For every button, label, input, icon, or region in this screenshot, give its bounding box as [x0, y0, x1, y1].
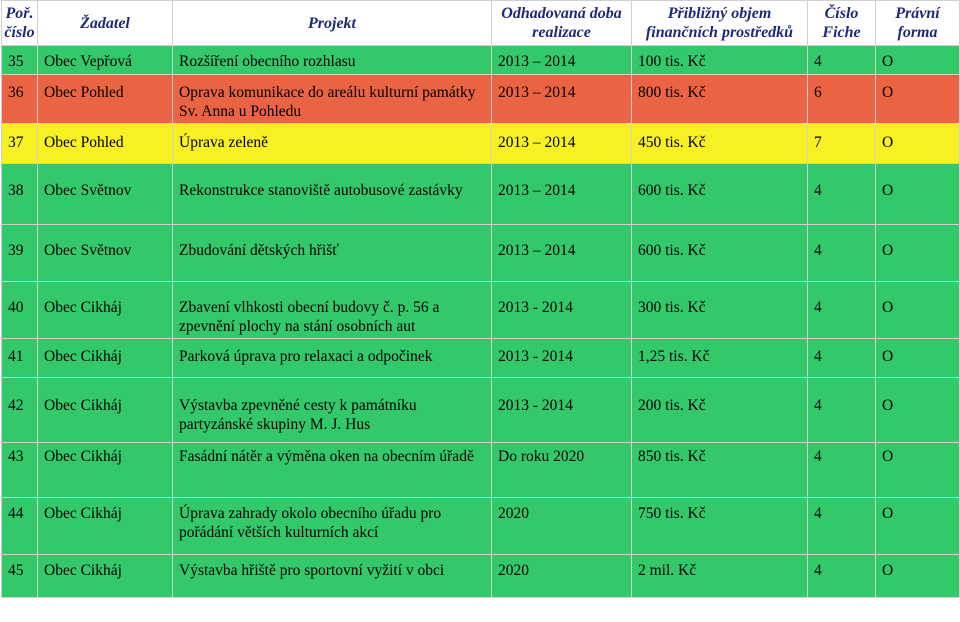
cell-number: 42 [1, 377, 38, 443]
cell-fiche: 7 [807, 123, 876, 164]
cell-project: Rozšíření obecního rozhlasu [172, 45, 492, 75]
cell-number: 45 [1, 554, 38, 598]
cell-form: O [875, 123, 960, 164]
cell-form: O [875, 338, 960, 378]
cell-time: 2013 – 2014 [491, 74, 632, 124]
cell-time: 2020 [491, 497, 632, 555]
cell-time: 2013 – 2014 [491, 224, 632, 282]
cell-project: Parková úprava pro relaxaci a odpočinek [172, 338, 492, 378]
cell-fiche: 6 [807, 74, 876, 124]
table-row: 35 Obec Vepřová Rozšíření obecního rozhlas… [1, 45, 960, 75]
cell-time: 2020 [491, 554, 632, 598]
cell-number: 43 [1, 442, 38, 498]
cell-budget: 750 tis. Kč [631, 497, 808, 555]
cell-form: O [875, 281, 960, 339]
cell-number: 35 [1, 45, 38, 75]
cell-project: Úprava zeleně [172, 123, 492, 164]
table-row: 44 Obec Cikháj Úprava zahrady okolo obecní… [1, 497, 960, 555]
cell-form: O [875, 442, 960, 498]
table-row: 42 Obec Cikháj Výstavba zpevněné cesty k p… [1, 377, 960, 443]
table-header-row: Poř. číslo Žadatel Projekt Odhadovaná do… [1, 0, 960, 46]
cell-budget: 850 tis. Kč [631, 442, 808, 498]
header-budget: Přibližný objem finančních prostředků [631, 0, 808, 46]
cell-applicant: Obec Světnov [37, 163, 173, 225]
cell-number: 36 [1, 74, 38, 124]
cell-number: 41 [1, 338, 38, 378]
table-row: 36 Obec Pohled Oprava komunikace do areálu… [1, 74, 960, 124]
cell-form: O [875, 377, 960, 443]
cell-fiche: 4 [807, 224, 876, 282]
cell-project: Oprava komunikace do areálu kulturní pam… [172, 74, 492, 124]
table-row: 45 Obec Cikháj Výstavba hřiště pro sportov… [1, 554, 960, 598]
cell-project: Rekonstrukce stanoviště autobusové zastá… [172, 163, 492, 225]
cell-number: 39 [1, 224, 38, 282]
cell-number: 37 [1, 123, 38, 164]
cell-applicant: Obec Světnov [37, 224, 173, 282]
cell-project: Výstavba hřiště pro sportovní vyžití v o… [172, 554, 492, 598]
cell-budget: 600 tis. Kč [631, 163, 808, 225]
cell-project: Úprava zahrady okolo obecního úřadu pro … [172, 497, 492, 555]
table-row: 40 Obec Cikháj Zbavení vlhkosti obecní bud… [1, 281, 960, 339]
cell-form: O [875, 224, 960, 282]
cell-applicant: Obec Cikháj [37, 554, 173, 598]
cell-fiche: 4 [807, 442, 876, 498]
cell-time: 2013 - 2014 [491, 338, 632, 378]
cell-time: 2013 – 2014 [491, 163, 632, 225]
cell-form: O [875, 497, 960, 555]
header-applicant: Žadatel [37, 0, 173, 46]
cell-project: Zbavení vlhkosti obecní budovy č. p. 56 … [172, 281, 492, 339]
cell-time: Do roku 2020 [491, 442, 632, 498]
cell-time: 2013 – 2014 [491, 123, 632, 164]
cell-budget: 600 tis. Kč [631, 224, 808, 282]
table-row: 38 Obec Světnov Rekonstrukce stanoviště au… [1, 163, 960, 225]
cell-applicant: Obec Cikháj [37, 377, 173, 443]
cell-fiche: 4 [807, 281, 876, 339]
cell-number: 40 [1, 281, 38, 339]
table-row: 43 Obec Cikháj Fasádní nátěr a výměna oken… [1, 442, 960, 498]
cell-applicant: Obec Cikháj [37, 442, 173, 498]
cell-form: O [875, 163, 960, 225]
cell-project: Fasádní nátěr a výměna oken na obecním ú… [172, 442, 492, 498]
header-time: Odhadovaná doba realizace [491, 0, 632, 46]
header-number: Poř. číslo [1, 0, 38, 46]
cell-fiche: 4 [807, 497, 876, 555]
table-row: 37 Obec Pohled Úprava zeleně 2013 – 2014 450… [1, 123, 960, 164]
cell-form: O [875, 45, 960, 75]
cell-budget: 100 tis. Kč [631, 45, 808, 75]
cell-project: Výstavba zpevněné cesty k památníku part… [172, 377, 492, 443]
cell-budget: 300 tis. Kč [631, 281, 808, 339]
table-row: 39 Obec Světnov Zbudování dětských hřišť 20… [1, 224, 960, 282]
header-project: Projekt [172, 0, 492, 46]
cell-budget: 1,25 tis. Kč [631, 338, 808, 378]
cell-fiche: 4 [807, 45, 876, 75]
cell-form: O [875, 74, 960, 124]
cell-budget: 2 mil. Kč [631, 554, 808, 598]
cell-applicant: Obec Vepřová [37, 45, 173, 75]
cell-applicant: Obec Cikháj [37, 338, 173, 378]
cell-fiche: 4 [807, 163, 876, 225]
cell-applicant: Obec Pohled [37, 74, 173, 124]
header-fiche: Číslo Fiche [807, 0, 876, 46]
cell-applicant: Obec Pohled [37, 123, 173, 164]
cell-number: 44 [1, 497, 38, 555]
cell-fiche: 4 [807, 377, 876, 443]
table-body: 35 Obec Vepřová Rozšíření obecního rozhlas… [1, 45, 960, 598]
cell-time: 2013 - 2014 [491, 281, 632, 339]
table-row: 41 Obec Cikháj Parková úprava pro relaxaci… [1, 338, 960, 378]
cell-applicant: Obec Cikháj [37, 497, 173, 555]
projects-table: Poř. číslo Žadatel Projekt Odhadovaná do… [1, 0, 960, 598]
cell-fiche: 4 [807, 338, 876, 378]
cell-budget: 800 tis. Kč [631, 74, 808, 124]
cell-applicant: Obec Cikháj [37, 281, 173, 339]
cell-project: Zbudování dětských hřišť [172, 224, 492, 282]
header-form: Právní forma [875, 0, 960, 46]
cell-budget: 450 tis. Kč [631, 123, 808, 164]
cell-form: O [875, 554, 960, 598]
cell-time: 2013 – 2014 [491, 45, 632, 75]
cell-budget: 200 tis. Kč [631, 377, 808, 443]
cell-number: 38 [1, 163, 38, 225]
cell-fiche: 4 [807, 554, 876, 598]
cell-time: 2013 - 2014 [491, 377, 632, 443]
